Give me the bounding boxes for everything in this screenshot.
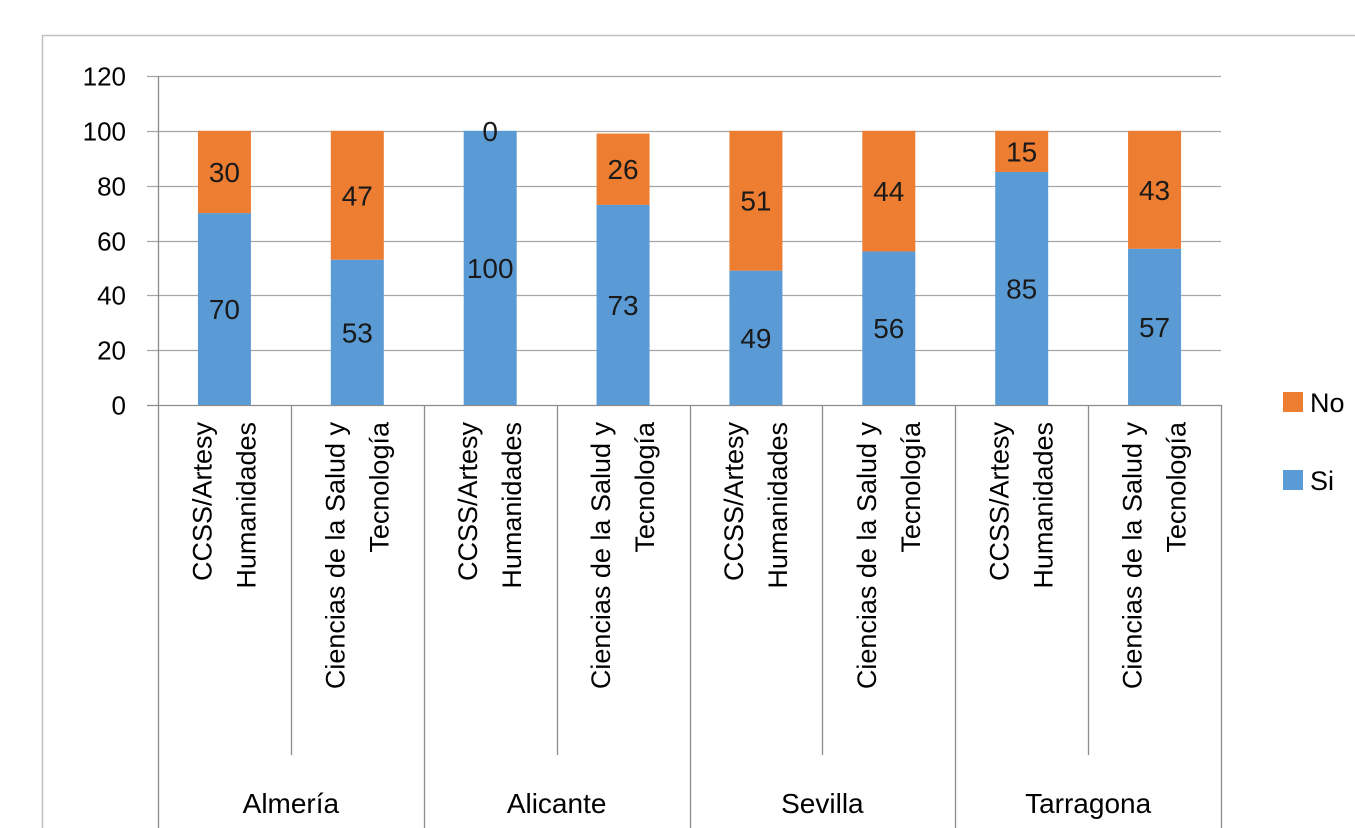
data-label-no-0: 30 bbox=[209, 157, 240, 188]
group-label-2: Sevilla bbox=[781, 788, 864, 819]
data-label-si-7: 57 bbox=[1139, 312, 1170, 343]
category-label-5: Ciencias de la Salud y Tecnología bbox=[852, 421, 926, 689]
data-label-si-4: 49 bbox=[740, 323, 771, 354]
category-label-7-line-0: Ciencias de la Salud y bbox=[1118, 422, 1148, 690]
bar-si-6 bbox=[995, 171, 1049, 405]
bar-si-5 bbox=[862, 251, 916, 405]
category-label-2-line-1: Humanidades bbox=[497, 422, 527, 589]
category-label-6-line-0: CCSS/Artesy bbox=[985, 422, 1015, 582]
category-label-5-line-1: Tecnología bbox=[896, 421, 926, 553]
legend-label-no: No bbox=[1310, 388, 1345, 418]
bar-no-5 bbox=[862, 130, 916, 252]
data-label-no-6: 15 bbox=[1006, 136, 1037, 167]
category-label-3: Ciencias de la Salud y Tecnología bbox=[586, 421, 660, 689]
bar-no-3 bbox=[596, 133, 650, 205]
category-label-7: Ciencias de la Salud y Tecnología bbox=[1118, 421, 1192, 689]
bar-si-7 bbox=[1128, 248, 1182, 405]
bar-no-6 bbox=[995, 130, 1049, 172]
data-label-no-2: 0 bbox=[482, 116, 498, 147]
category-label-1-line-1: Tecnología bbox=[364, 421, 394, 553]
category-label-7-line-1: Tecnología bbox=[1162, 421, 1192, 553]
category-label-6: CCSS/Artesy Humanidades bbox=[985, 422, 1059, 589]
x-axis: CCSS/Artesy Humanidades Ciencias de la Sal… bbox=[157, 405, 1223, 828]
y-tick-label-60: 60 bbox=[97, 227, 126, 257]
bar-no-4 bbox=[729, 130, 783, 271]
data-label-si-5: 56 bbox=[873, 313, 904, 344]
legend-swatch-no bbox=[1283, 392, 1303, 412]
group-label-1: Alicante bbox=[507, 788, 607, 819]
group-label-3: Tarragona bbox=[1025, 788, 1152, 819]
category-label-0: CCSS/Artesy Humanidades bbox=[187, 422, 261, 589]
data-label-no-4: 51 bbox=[740, 186, 771, 217]
data-label-no-5: 44 bbox=[873, 176, 904, 207]
category-label-2: CCSS/Artesy Humanidades bbox=[453, 422, 527, 589]
category-label-5-line-0: Ciencias de la Salud y bbox=[852, 422, 882, 690]
category-label-6-line-1: Humanidades bbox=[1029, 422, 1059, 589]
y-tick-label-20: 20 bbox=[97, 336, 126, 366]
bar-si-1 bbox=[330, 259, 384, 405]
y-tick-label-120: 120 bbox=[83, 62, 126, 92]
data-label-no-3: 26 bbox=[607, 154, 638, 185]
bar-si-0 bbox=[197, 213, 251, 405]
legend-swatch-si bbox=[1283, 470, 1303, 490]
category-label-0-line-0: CCSS/Artesy bbox=[187, 422, 217, 582]
data-label-si-3: 73 bbox=[607, 290, 638, 321]
category-label-1: Ciencias de la Salud y Tecnología bbox=[320, 421, 394, 689]
data-label-si-6: 85 bbox=[1006, 273, 1037, 304]
data-label-si-1: 53 bbox=[342, 317, 373, 348]
category-label-4-line-1: Humanidades bbox=[763, 422, 793, 589]
data-label-no-1: 47 bbox=[342, 180, 373, 211]
y-tick-label-0: 0 bbox=[112, 391, 126, 421]
category-label-4-line-0: CCSS/Artesy bbox=[719, 422, 749, 582]
y-tick-label-40: 40 bbox=[97, 281, 126, 311]
y-axis-tick-labels: 0 20 40 60 80 100 120 bbox=[83, 62, 126, 421]
bar-no-7 bbox=[1128, 130, 1182, 249]
data-label-si-2: 100 bbox=[467, 253, 514, 284]
data-label-no-7: 43 bbox=[1139, 175, 1170, 206]
category-label-2-line-0: CCSS/Artesy bbox=[453, 422, 483, 582]
legend: No Si bbox=[1283, 388, 1345, 496]
data-label-si-0: 70 bbox=[209, 294, 240, 325]
category-label-4: CCSS/Artesy Humanidades bbox=[719, 422, 793, 589]
category-label-3-line-0: Ciencias de la Salud y bbox=[586, 422, 616, 690]
y-tick-label-100: 100 bbox=[83, 117, 126, 147]
bar-no-0 bbox=[197, 130, 251, 214]
data-labels: 70 30 53 47 100 0 73 26 49 51 56 44 85 15 57 43 bbox=[209, 116, 1170, 354]
bar-si-3 bbox=[596, 204, 650, 405]
y-tick-label-80: 80 bbox=[97, 172, 126, 202]
legend-label-si: Si bbox=[1310, 466, 1334, 496]
bars bbox=[197, 130, 1182, 406]
bar-si-2 bbox=[463, 130, 517, 406]
category-label-1-line-0: Ciencias de la Salud y bbox=[320, 422, 350, 690]
category-label-3-line-1: Tecnología bbox=[630, 421, 660, 553]
category-label-0-line-1: Humanidades bbox=[231, 422, 261, 589]
bar-no-1 bbox=[330, 130, 384, 260]
bar-si-4 bbox=[729, 270, 783, 405]
group-label-0: Almería bbox=[243, 788, 340, 819]
